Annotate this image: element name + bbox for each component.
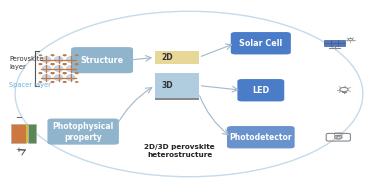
Text: −: − bbox=[15, 113, 22, 122]
FancyBboxPatch shape bbox=[155, 73, 199, 98]
Ellipse shape bbox=[42, 74, 51, 81]
Ellipse shape bbox=[42, 66, 51, 72]
Circle shape bbox=[39, 63, 42, 65]
Ellipse shape bbox=[54, 56, 64, 63]
Circle shape bbox=[51, 81, 54, 83]
Circle shape bbox=[39, 63, 42, 65]
Circle shape bbox=[63, 63, 67, 65]
Text: 2D: 2D bbox=[162, 53, 173, 62]
Circle shape bbox=[39, 72, 42, 74]
Text: Photodetector: Photodetector bbox=[229, 133, 292, 142]
Circle shape bbox=[51, 72, 54, 74]
Text: LED: LED bbox=[252, 86, 270, 95]
Text: Solar Cell: Solar Cell bbox=[239, 39, 282, 48]
Text: Spacer layer: Spacer layer bbox=[9, 82, 51, 88]
Circle shape bbox=[63, 63, 67, 65]
Ellipse shape bbox=[67, 75, 75, 81]
Ellipse shape bbox=[42, 57, 51, 63]
FancyBboxPatch shape bbox=[48, 119, 119, 145]
Circle shape bbox=[39, 72, 42, 74]
Text: Photophysical
property: Photophysical property bbox=[53, 122, 114, 142]
Circle shape bbox=[51, 63, 54, 65]
Circle shape bbox=[63, 63, 67, 65]
Ellipse shape bbox=[42, 75, 51, 81]
Text: Perovskite
layer: Perovskite layer bbox=[9, 56, 44, 70]
Circle shape bbox=[63, 81, 67, 83]
Ellipse shape bbox=[67, 66, 75, 72]
FancyBboxPatch shape bbox=[26, 124, 28, 143]
Circle shape bbox=[63, 72, 67, 74]
Ellipse shape bbox=[42, 56, 51, 63]
Ellipse shape bbox=[54, 74, 64, 81]
FancyBboxPatch shape bbox=[28, 124, 36, 143]
FancyBboxPatch shape bbox=[155, 51, 199, 64]
Text: Structure: Structure bbox=[81, 56, 124, 65]
Circle shape bbox=[51, 63, 54, 65]
Circle shape bbox=[51, 72, 54, 74]
FancyBboxPatch shape bbox=[71, 47, 133, 73]
Circle shape bbox=[51, 81, 54, 83]
Circle shape bbox=[51, 63, 54, 65]
Ellipse shape bbox=[54, 66, 63, 72]
Text: +: + bbox=[16, 147, 22, 153]
FancyBboxPatch shape bbox=[237, 79, 284, 102]
Circle shape bbox=[39, 54, 42, 56]
Circle shape bbox=[75, 63, 79, 65]
FancyBboxPatch shape bbox=[227, 126, 294, 149]
FancyBboxPatch shape bbox=[11, 124, 26, 143]
Circle shape bbox=[75, 63, 79, 65]
FancyBboxPatch shape bbox=[155, 98, 199, 100]
Circle shape bbox=[75, 81, 79, 83]
Text: 3D: 3D bbox=[162, 81, 173, 90]
Circle shape bbox=[63, 63, 67, 65]
Circle shape bbox=[51, 54, 54, 56]
Text: 2D/3D perovskite
heterostructure: 2D/3D perovskite heterostructure bbox=[144, 144, 215, 158]
Circle shape bbox=[63, 54, 67, 56]
Circle shape bbox=[63, 72, 67, 74]
Circle shape bbox=[51, 63, 54, 65]
Ellipse shape bbox=[54, 57, 63, 63]
Circle shape bbox=[75, 72, 79, 74]
FancyBboxPatch shape bbox=[231, 32, 291, 55]
Circle shape bbox=[63, 81, 67, 83]
Ellipse shape bbox=[42, 65, 51, 72]
Ellipse shape bbox=[66, 74, 76, 81]
Ellipse shape bbox=[66, 65, 76, 72]
Circle shape bbox=[75, 72, 79, 74]
Circle shape bbox=[51, 54, 54, 56]
Circle shape bbox=[63, 72, 67, 74]
Circle shape bbox=[75, 54, 79, 56]
Circle shape bbox=[63, 54, 67, 56]
Circle shape bbox=[51, 72, 54, 74]
FancyBboxPatch shape bbox=[324, 40, 345, 46]
Ellipse shape bbox=[67, 57, 75, 63]
Ellipse shape bbox=[54, 75, 63, 81]
Circle shape bbox=[51, 72, 54, 74]
Circle shape bbox=[39, 81, 42, 83]
Ellipse shape bbox=[66, 56, 76, 63]
Circle shape bbox=[63, 72, 67, 74]
Ellipse shape bbox=[54, 65, 64, 72]
